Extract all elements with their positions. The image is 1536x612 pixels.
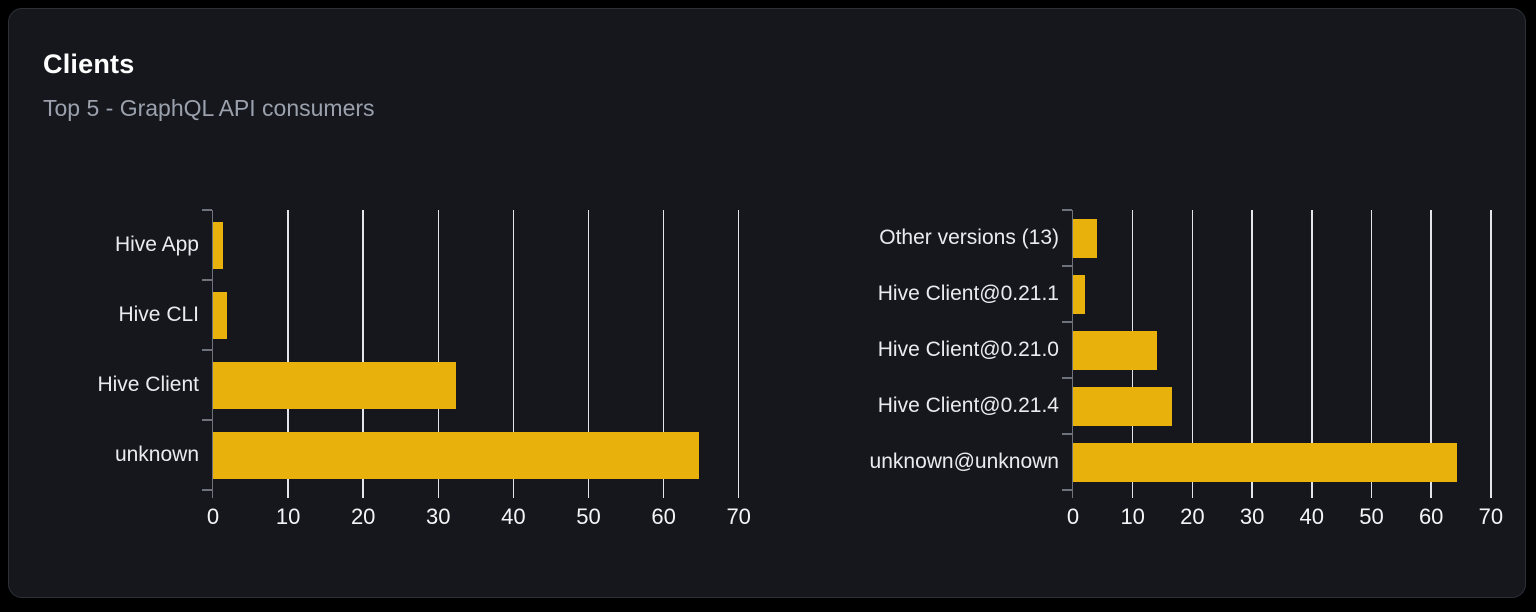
x-axis-tick-label: 50	[576, 504, 601, 529]
gridline	[1490, 210, 1492, 498]
gridline	[512, 210, 515, 498]
y-axis-tick	[202, 419, 212, 421]
y-axis-tick	[202, 349, 212, 351]
gridline	[737, 210, 740, 498]
bar	[213, 291, 228, 339]
gridline	[1370, 210, 1373, 498]
gridline	[1251, 210, 1253, 498]
x-axis-tick-label: 70	[1478, 504, 1504, 529]
bar	[213, 361, 456, 409]
x-axis-tick-label: 10	[275, 504, 301, 529]
bar	[1073, 274, 1085, 314]
category-label: Hive Client@0.21.4	[877, 394, 1059, 417]
bar	[1073, 386, 1172, 426]
y-axis-tick	[202, 209, 212, 211]
category-label: unknown@unknown	[869, 450, 1059, 473]
gridline	[1191, 210, 1194, 498]
y-axis-tick	[1062, 433, 1072, 435]
panel-title: Clients	[43, 49, 135, 79]
gridline	[662, 210, 665, 498]
category-label: Hive CLI	[118, 303, 199, 326]
gridline	[287, 210, 289, 498]
x-axis-tick-label: 20	[1180, 504, 1205, 529]
x-axis-tick-label: 30	[1239, 504, 1265, 529]
x-axis-tick-label: 40	[1299, 504, 1325, 529]
gridline	[1311, 210, 1313, 498]
gridline	[437, 210, 440, 498]
x-axis-tick-label: 70	[726, 504, 751, 529]
bar	[213, 431, 699, 479]
y-axis-line	[211, 210, 213, 498]
x-axis-tick-label: 40	[501, 504, 526, 529]
category-label: Other versions (13)	[879, 226, 1059, 249]
x-axis-tick-label: 60	[1418, 504, 1444, 529]
bar	[1073, 218, 1098, 258]
y-axis-tick	[1062, 489, 1072, 491]
x-axis-tick-label: 20	[350, 504, 376, 529]
gridline	[1430, 210, 1432, 498]
panel-subtitle: Top 5 - GraphQL API consumers	[43, 95, 375, 121]
y-axis-tick	[1062, 377, 1072, 379]
x-axis-tick-label: 10	[1120, 504, 1145, 529]
bar	[213, 221, 223, 269]
gridline	[362, 210, 364, 498]
category-label: Hive Client@0.21.1	[877, 282, 1059, 305]
category-label: Hive Client@0.21.0	[877, 338, 1059, 361]
x-axis-tick-label: 0	[1066, 504, 1080, 529]
x-axis-tick-label: 60	[651, 504, 676, 529]
y-axis-tick	[1062, 209, 1072, 211]
category-label: unknown	[114, 443, 199, 466]
bar	[1073, 442, 1458, 482]
category-label: Hive Client	[97, 373, 199, 396]
gridline	[587, 210, 590, 498]
x-axis-tick-label: 50	[1359, 504, 1384, 529]
bar	[1073, 330, 1157, 370]
card-background	[8, 8, 1526, 598]
y-axis-tick	[202, 489, 212, 491]
x-axis-tick-label: 0	[206, 504, 220, 529]
y-axis-tick	[1062, 265, 1072, 267]
x-axis-tick-label: 30	[426, 504, 451, 529]
y-axis-tick	[1062, 321, 1072, 323]
y-axis-tick	[202, 279, 212, 281]
category-label: Hive App	[114, 233, 199, 256]
y-axis-line	[1071, 210, 1073, 498]
